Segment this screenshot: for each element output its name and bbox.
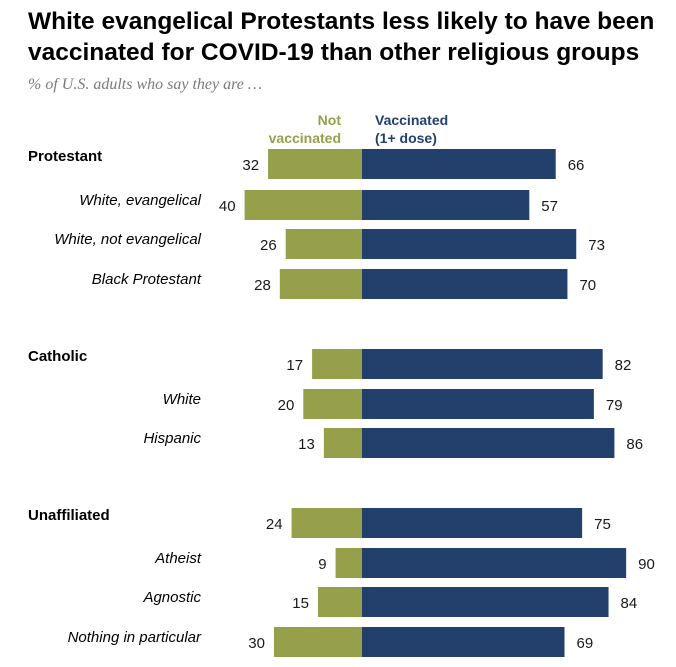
value-label-not-vaccinated: 13: [298, 436, 315, 453]
value-label-not-vaccinated: 32: [242, 157, 259, 174]
bar-vaccinated: [362, 428, 615, 458]
bar-vaccinated: [362, 389, 594, 419]
category-label: Atheist: [154, 550, 202, 567]
bar-not-vaccinated: [317, 587, 362, 617]
legend-vaccinated-line-2: (1+ dose): [375, 130, 437, 146]
bar-not-vaccinated: [303, 389, 362, 419]
bar-vaccinated: [362, 229, 577, 259]
category-label-group: Unaffiliated: [28, 507, 110, 524]
value-label-vaccinated: 66: [568, 157, 585, 174]
bar-not-vaccinated: [273, 627, 362, 657]
bar-not-vaccinated: [323, 428, 362, 458]
bar-not-vaccinated: [279, 269, 362, 299]
legend-vaccinated-line-1: Vaccinated: [375, 112, 448, 128]
value-label-vaccinated: 73: [588, 237, 605, 254]
value-label-not-vaccinated: 9: [318, 556, 326, 573]
bar-not-vaccinated: [285, 229, 362, 259]
bar-vaccinated: [362, 149, 556, 179]
category-label-group: Catholic: [28, 348, 87, 365]
value-label-vaccinated: 79: [606, 397, 623, 414]
value-label-vaccinated: 86: [626, 436, 643, 453]
category-label: White, not evangelical: [54, 231, 201, 248]
value-label-vaccinated: 69: [577, 635, 594, 652]
bar-vaccinated: [362, 587, 609, 617]
category-label: Agnostic: [142, 589, 201, 606]
value-label-not-vaccinated: 24: [266, 516, 283, 533]
bar-not-vaccinated: [335, 548, 362, 578]
chart-title: White evangelical Protestants less likel…: [28, 8, 655, 66]
value-label-not-vaccinated: 30: [248, 635, 265, 652]
value-label-not-vaccinated: 26: [260, 237, 277, 254]
value-label-not-vaccinated: 28: [254, 277, 271, 294]
category-label: Black Protestant: [92, 271, 202, 288]
value-label-vaccinated: 84: [621, 595, 638, 612]
value-label-vaccinated: 70: [579, 277, 596, 294]
bar-not-vaccinated: [268, 149, 362, 179]
category-label: Hispanic: [143, 430, 201, 447]
chart-subtitle: % of U.S. adults who say they are …: [28, 76, 263, 93]
bar-vaccinated: [362, 190, 530, 220]
bar-not-vaccinated: [244, 190, 362, 220]
category-label: White: [163, 391, 201, 408]
value-label-not-vaccinated: 15: [292, 595, 309, 612]
legend-not-vaccinated-line-2: vaccinated: [269, 130, 341, 146]
value-label-not-vaccinated: 40: [219, 198, 236, 215]
bar-not-vaccinated: [312, 349, 362, 379]
bar-not-vaccinated: [291, 508, 362, 538]
value-label-vaccinated: 90: [638, 556, 655, 573]
bar-vaccinated: [362, 548, 627, 578]
bar-vaccinated: [362, 269, 568, 299]
value-label-not-vaccinated: 17: [286, 357, 303, 374]
legend-not-vaccinated-line-1: Not: [318, 112, 342, 128]
value-label-vaccinated: 82: [615, 357, 632, 374]
category-label-group: Protestant: [28, 148, 102, 165]
bar-vaccinated: [362, 349, 603, 379]
bar-vaccinated: [362, 627, 565, 657]
category-label: White, evangelical: [79, 192, 201, 209]
value-label-not-vaccinated: 20: [278, 397, 295, 414]
value-label-vaccinated: 75: [594, 516, 611, 533]
bar-vaccinated: [362, 508, 583, 538]
value-label-vaccinated: 57: [541, 198, 558, 215]
category-label: Nothing in particular: [68, 629, 202, 646]
